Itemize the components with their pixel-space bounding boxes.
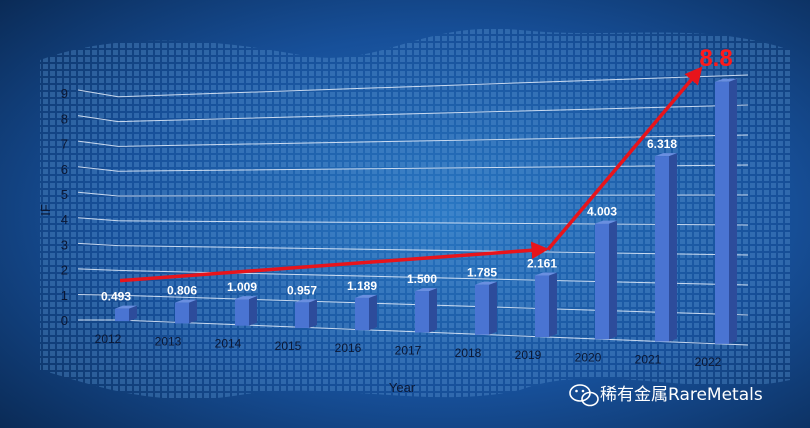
highlight-value-label: 8.8 (699, 45, 732, 72)
bar (655, 153, 677, 342)
bar-top (715, 78, 737, 82)
bar-front (595, 223, 609, 340)
data-label: 1.189 (347, 279, 377, 293)
gridline (77, 74, 749, 98)
watermark: 稀有金属RareMetals (569, 384, 763, 407)
bar (295, 299, 317, 328)
bar-side (489, 281, 497, 335)
data-label: 1.785 (467, 266, 497, 280)
bar (475, 281, 497, 335)
bar-top (535, 272, 557, 276)
gridline (77, 191, 749, 197)
data-label: 6.318 (647, 137, 677, 151)
x-tick-label: 2015 (275, 339, 302, 353)
y-axis-label: IF (38, 204, 53, 216)
bar-top (355, 294, 377, 298)
y-tick-label: 3 (61, 237, 68, 252)
gridline (77, 134, 749, 147)
bar-top (235, 296, 257, 300)
bar-front (655, 156, 669, 342)
wechat-icon (569, 384, 599, 407)
y-tick-label: 6 (61, 162, 68, 177)
data-label: 4.003 (587, 205, 617, 219)
bar-side (129, 305, 137, 322)
trend-arrow-segment (119, 241, 549, 283)
bar-side (309, 299, 317, 328)
trend-arrow (119, 66, 703, 283)
bar-front (415, 291, 429, 333)
bar (235, 296, 257, 326)
y-tick-label: 0 (61, 313, 68, 328)
bar-front (715, 81, 729, 344)
bar (715, 78, 737, 344)
data-label: 1.500 (407, 272, 437, 286)
bar (175, 299, 197, 324)
data-label: 2.161 (527, 257, 557, 271)
x-tick-label: 2013 (155, 334, 182, 348)
x-axis-ticks: 2012 2013 2014 2015 2016 2017 2018 2019 2020 2021… (95, 332, 722, 369)
gridline (77, 164, 749, 172)
bars (115, 78, 737, 344)
y-axis-ticks: 0 1 2 3 4 5 6 7 8 9 (61, 86, 68, 328)
bar (355, 294, 377, 331)
bar-front (535, 275, 549, 338)
bar-front (235, 299, 249, 326)
y-tick-label: 9 (61, 86, 68, 101)
x-tick-label: 2020 (575, 350, 602, 364)
data-label: 0.957 (287, 283, 317, 297)
bar-top (655, 153, 677, 157)
bar (415, 288, 437, 333)
gridline (77, 217, 749, 226)
data-label: 0.493 (101, 290, 131, 304)
watermark-text: 稀有金属RareMetals (600, 385, 763, 405)
bar-front (295, 302, 309, 328)
bar-top (175, 299, 197, 303)
bar-side (189, 299, 197, 324)
bar-side (549, 272, 557, 338)
bar (535, 272, 557, 338)
trend-arrow-segment (546, 66, 703, 251)
x-tick-label: 2016 (335, 341, 362, 355)
gridlines (77, 74, 749, 346)
y-tick-label: 2 (61, 263, 68, 278)
data-labels: 0.493 0.806 1.009 0.957 1.189 1.500 1.785 2.161… (101, 45, 733, 304)
x-tick-label: 2014 (215, 337, 242, 351)
bar-top (115, 305, 137, 309)
y-tick-label: 5 (61, 187, 68, 202)
bar (595, 220, 617, 340)
x-tick-label: 2012 (95, 332, 122, 346)
x-axis-label: Year (389, 380, 416, 395)
bar-side (429, 288, 437, 333)
bar-front (115, 308, 129, 322)
bar-front (355, 297, 369, 331)
y-tick-label: 7 (61, 137, 68, 152)
bar-side (609, 220, 617, 340)
bar-side (729, 78, 737, 344)
x-tick-label: 2019 (515, 348, 542, 362)
x-tick-label: 2021 (635, 353, 662, 367)
bar-top (475, 281, 497, 285)
gridline (77, 104, 749, 123)
bar-front (175, 302, 189, 324)
y-tick-label: 8 (61, 111, 68, 126)
bar (115, 305, 137, 322)
x-tick-label: 2017 (395, 344, 422, 358)
bar-side (249, 296, 257, 326)
bar-top (415, 288, 437, 292)
bar-side (669, 153, 677, 342)
x-tick-label: 2018 (455, 346, 482, 360)
bar-side (369, 294, 377, 331)
bar-front (475, 284, 489, 335)
bar-top (595, 220, 617, 224)
y-tick-label: 1 (61, 288, 68, 303)
data-label: 0.806 (167, 284, 197, 298)
data-label: 1.009 (227, 280, 257, 294)
y-tick-label: 4 (61, 212, 68, 227)
x-tick-label: 2022 (695, 355, 722, 369)
bar-top (295, 299, 317, 303)
